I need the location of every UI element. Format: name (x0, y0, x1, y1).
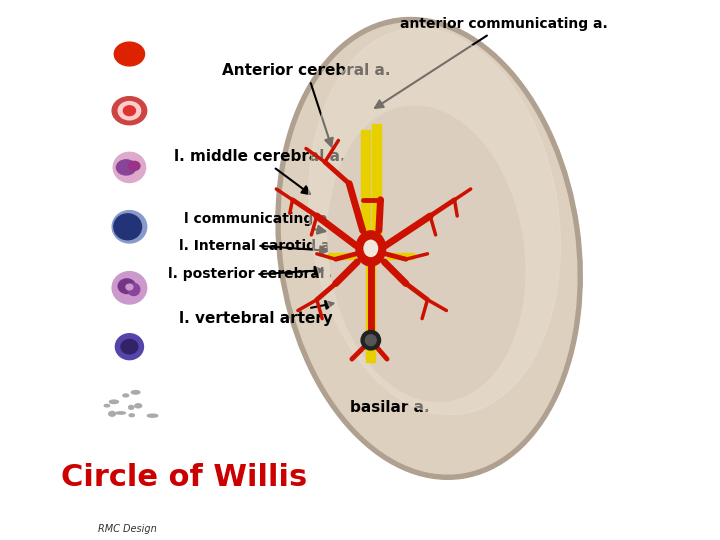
Text: l. vertebral artery: l. vertebral artery (179, 301, 333, 326)
Ellipse shape (131, 390, 140, 394)
Bar (361, 130, 370, 238)
Ellipse shape (113, 152, 145, 183)
Ellipse shape (127, 284, 140, 295)
Text: RMC Design: RMC Design (98, 524, 157, 534)
Text: l. Internal carotid a.: l. Internal carotid a. (179, 239, 336, 254)
Ellipse shape (109, 400, 118, 403)
Ellipse shape (112, 97, 147, 125)
Ellipse shape (135, 404, 142, 408)
Text: l. posterior cerebral a.: l. posterior cerebral a. (168, 267, 344, 281)
Ellipse shape (114, 214, 142, 240)
Ellipse shape (123, 106, 135, 116)
Ellipse shape (114, 42, 145, 66)
Bar (328, 253, 355, 259)
Ellipse shape (148, 414, 158, 417)
Ellipse shape (356, 231, 386, 266)
Ellipse shape (115, 334, 143, 360)
Circle shape (361, 330, 380, 350)
Ellipse shape (282, 23, 577, 474)
Text: basilar a.: basilar a. (350, 400, 430, 415)
Text: Circle of Willis: Circle of Willis (61, 463, 307, 492)
Text: Anterior cerebral a.: Anterior cerebral a. (222, 63, 391, 146)
Bar (366, 254, 375, 362)
Text: l communicating a.: l communicating a. (184, 212, 333, 234)
Ellipse shape (104, 404, 109, 407)
Bar (372, 124, 380, 238)
Bar (387, 253, 414, 259)
Ellipse shape (129, 414, 135, 417)
Ellipse shape (309, 28, 560, 415)
Ellipse shape (276, 17, 582, 480)
Text: l. middle cerebral a.: l. middle cerebral a. (174, 149, 346, 194)
Circle shape (366, 335, 376, 346)
Ellipse shape (118, 279, 135, 294)
Ellipse shape (129, 406, 134, 409)
Ellipse shape (112, 272, 147, 304)
Ellipse shape (328, 106, 525, 401)
Ellipse shape (112, 211, 147, 243)
Ellipse shape (129, 161, 140, 171)
Ellipse shape (123, 394, 129, 397)
Ellipse shape (117, 412, 125, 414)
Ellipse shape (109, 411, 116, 416)
Ellipse shape (117, 160, 136, 175)
Ellipse shape (126, 284, 133, 290)
Text: anterior communicating a.: anterior communicating a. (375, 17, 608, 108)
Ellipse shape (118, 102, 140, 120)
Ellipse shape (364, 240, 377, 256)
Ellipse shape (121, 340, 138, 354)
